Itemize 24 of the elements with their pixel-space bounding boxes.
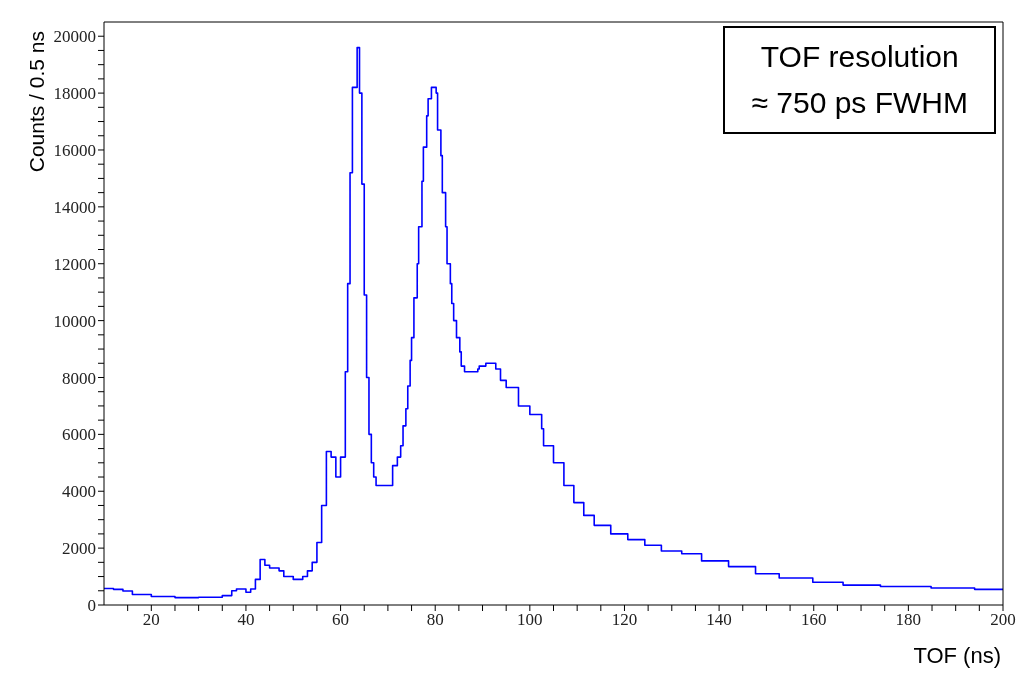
y-axis-title: Counts / 0.5 ns [24, 31, 48, 173]
x-axis-title: TOF (ns) [913, 643, 1001, 668]
x-tick-label: 100 [517, 610, 543, 630]
y-tick-label: 6000 [62, 425, 96, 445]
y-tick-label: 10000 [53, 311, 96, 331]
y-tick-label: 18000 [53, 84, 96, 104]
x-tick-label: 120 [611, 610, 638, 630]
y-tick-label: 0 [87, 596, 96, 616]
x-tick-label: 200 [990, 610, 1016, 630]
y-tick-label: 4000 [62, 482, 96, 502]
y-tick-label: 14000 [53, 197, 96, 217]
x-tick-label: 80 [426, 610, 444, 630]
annotation: TOF resolution ≈ 750 ps FWHM [723, 26, 996, 134]
y-tick-label: 12000 [53, 254, 96, 274]
y-tick-label: 16000 [53, 141, 96, 161]
x-tick-label: 160 [800, 610, 827, 630]
x-tick-label: 140 [706, 610, 732, 630]
y-tick-label: 20000 [53, 27, 96, 47]
y-tick-label: 8000 [62, 368, 96, 388]
x-tick-label: 20 [142, 610, 160, 630]
y-tick-label: 2000 [62, 539, 96, 559]
x-tick-label: 40 [237, 610, 255, 630]
x-tick-label: 180 [895, 610, 922, 630]
x-tick-label: 60 [332, 610, 350, 630]
